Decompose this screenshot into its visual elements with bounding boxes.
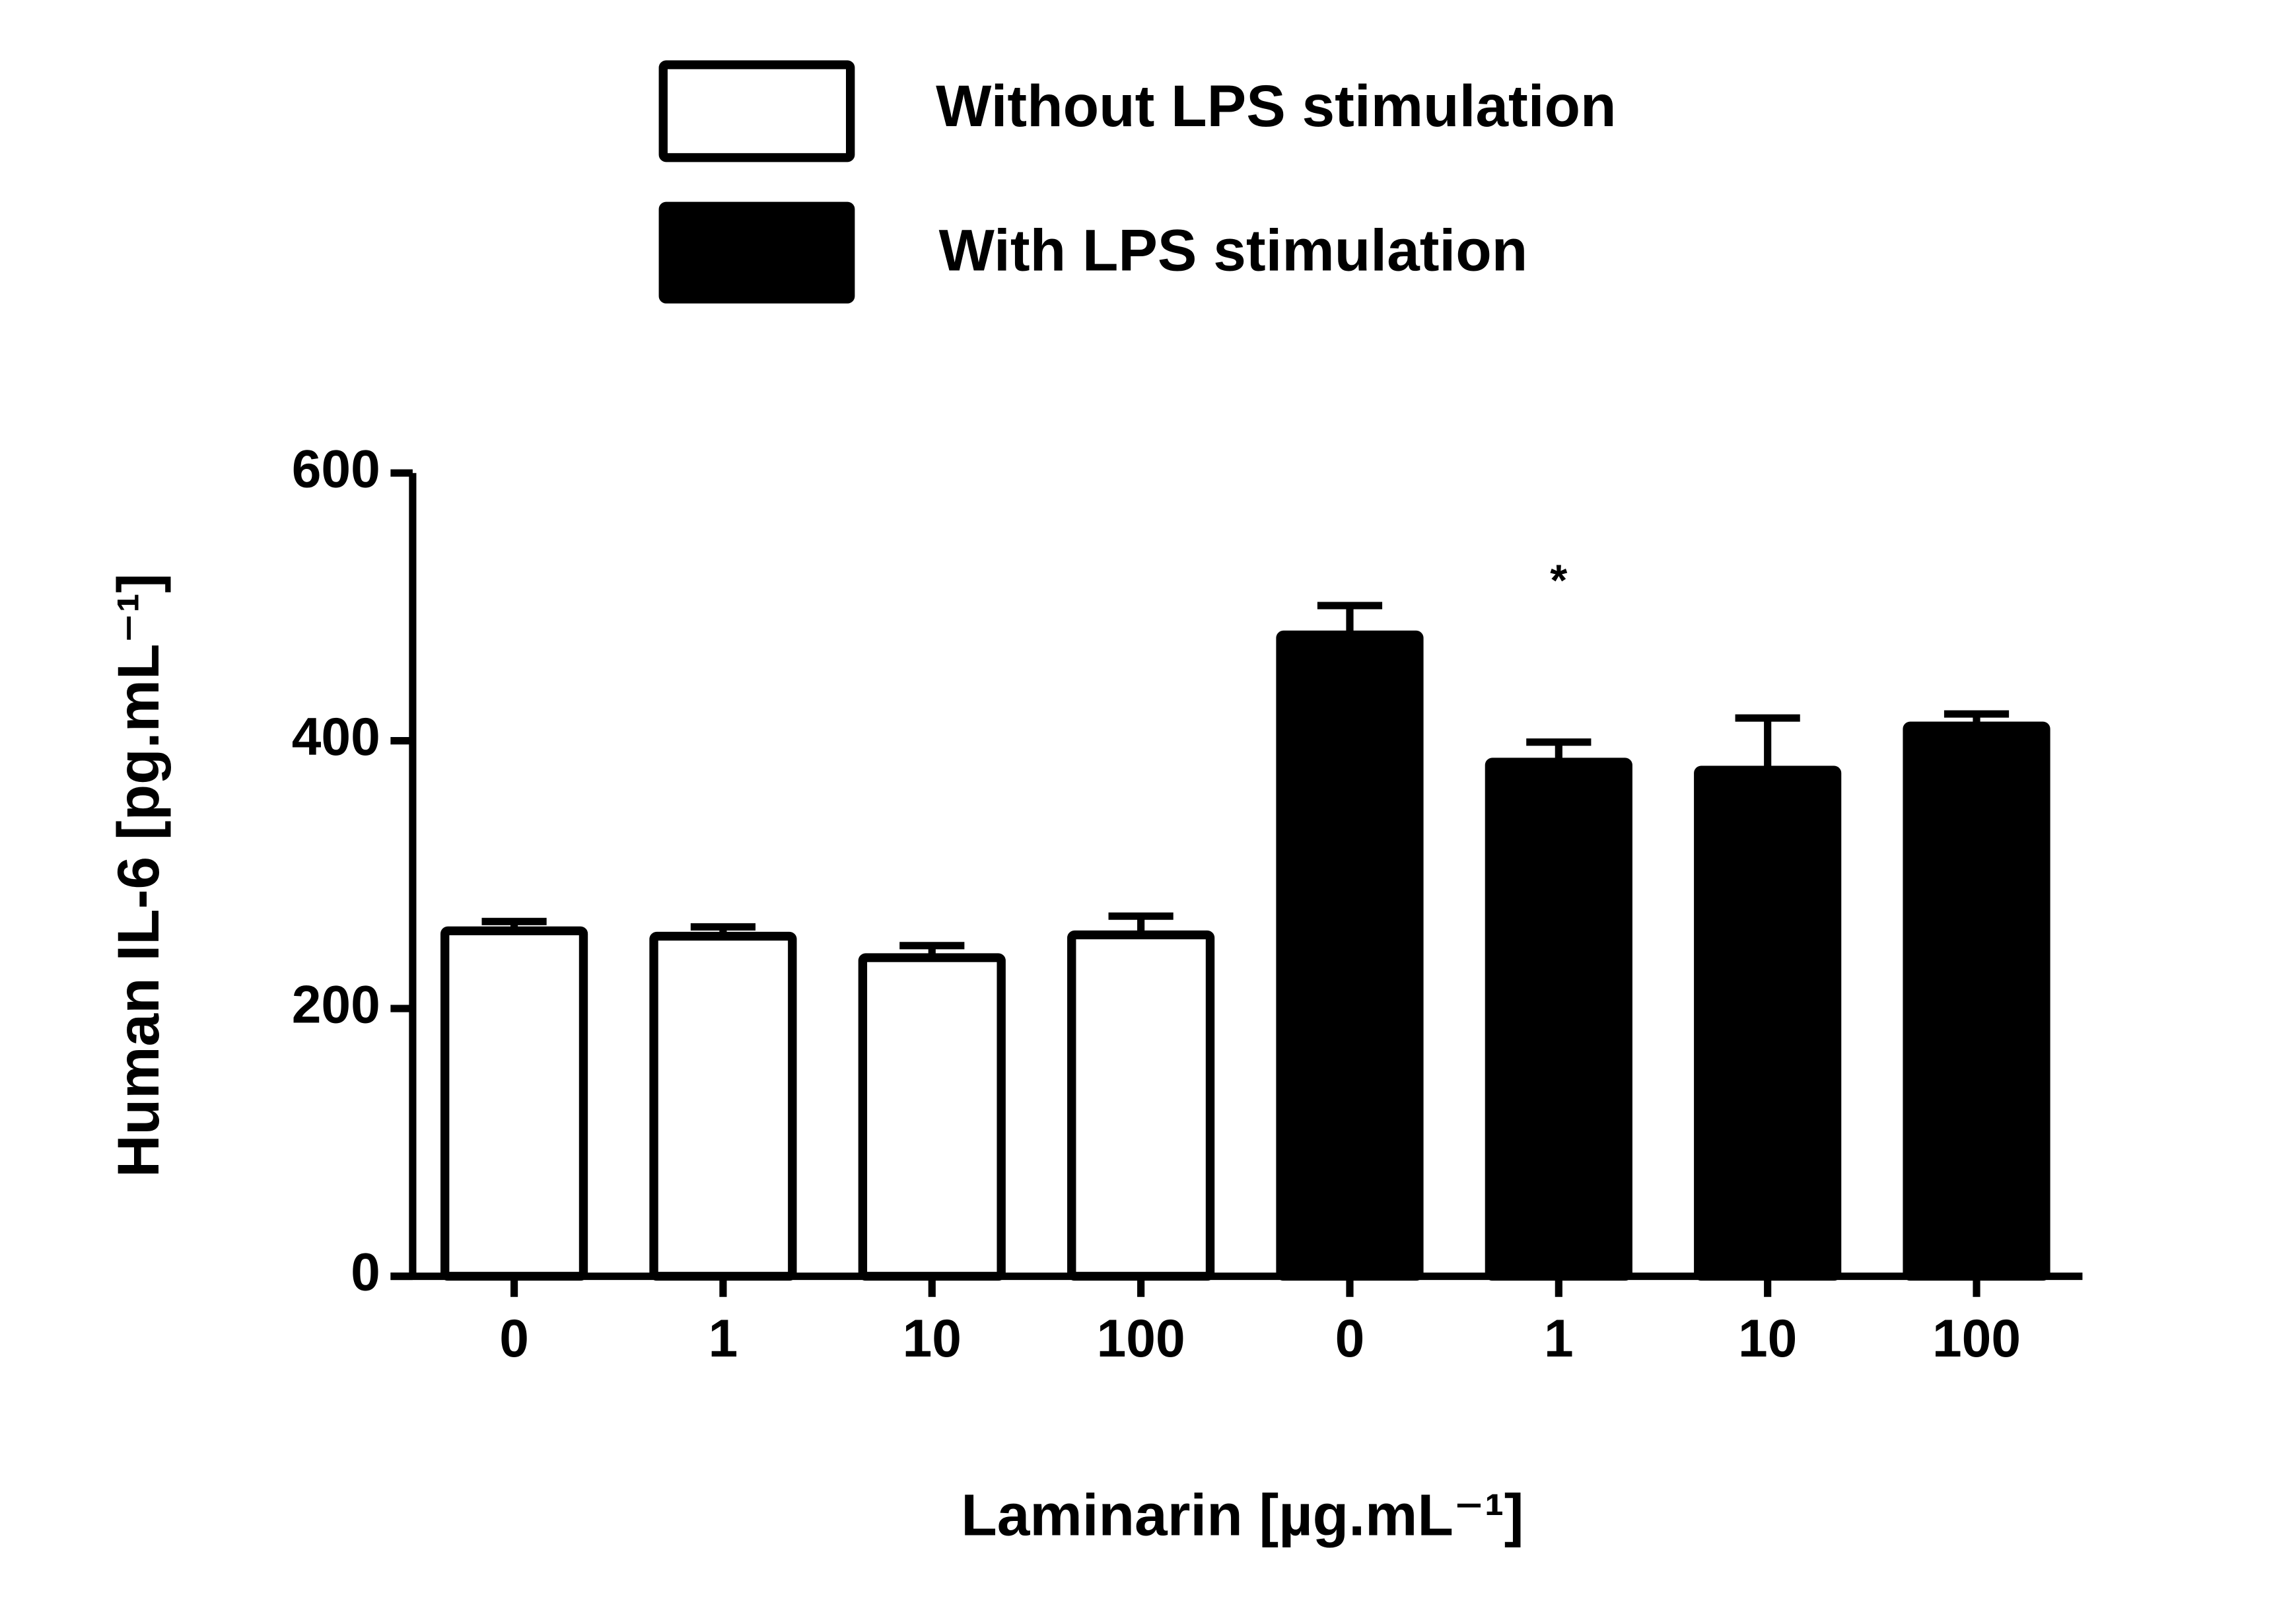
- x-tick-label: 0: [1335, 1309, 1365, 1368]
- legend-swatch: [658, 60, 855, 162]
- bar: [1276, 630, 1424, 1281]
- legend-label: With LPS stimulation: [939, 217, 1528, 283]
- bar: [1067, 930, 1215, 1281]
- y-tick-label: 0: [351, 1243, 380, 1302]
- x-tick-label: 10: [1738, 1309, 1797, 1368]
- x-tick-label: 100: [1097, 1309, 1185, 1368]
- bar: [1903, 721, 2050, 1281]
- y-tick-label: 200: [292, 975, 380, 1034]
- x-axis-label: Laminarin [µg.mL⁻¹]: [961, 1481, 1524, 1547]
- bar: [1694, 765, 1842, 1281]
- y-tick-label: 600: [292, 439, 380, 499]
- bar: [1485, 758, 1632, 1281]
- y-tick-label: 400: [292, 707, 380, 767]
- x-tick-label: 0: [499, 1309, 529, 1368]
- x-tick-label: 100: [1932, 1309, 2021, 1368]
- bar: [440, 926, 588, 1281]
- bar: [649, 931, 797, 1281]
- annotation: *: [1550, 555, 1567, 605]
- legend-label: Without LPS stimulation: [936, 73, 1616, 139]
- y-axis-label: Human IL-6 [pg.mL⁻¹]: [105, 573, 171, 1178]
- x-tick-label: 1: [709, 1309, 738, 1368]
- x-tick-label: 1: [1544, 1309, 1574, 1368]
- legend-swatch: [658, 201, 855, 304]
- bar: [858, 953, 1006, 1281]
- x-tick-label: 10: [903, 1309, 962, 1368]
